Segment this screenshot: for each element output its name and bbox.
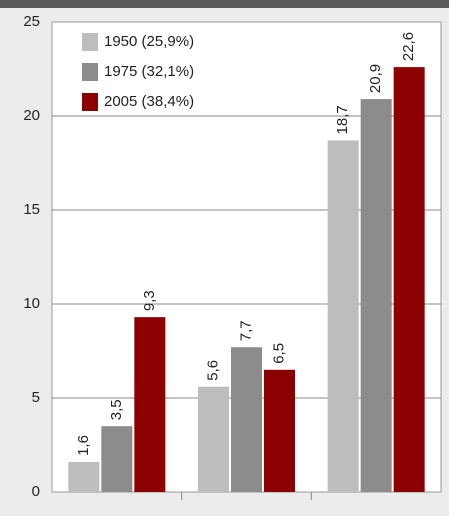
data-label: 20,9 [367, 64, 384, 93]
header-strip [0, 0, 449, 8]
legend-swatch [82, 93, 98, 111]
y-tick-label: 5 [32, 389, 40, 406]
data-label: 3,5 [108, 399, 125, 420]
data-label: 9,3 [141, 290, 158, 311]
y-tick-label: 20 [23, 107, 40, 124]
data-label: 6,5 [270, 343, 287, 364]
y-tick-label: 0 [32, 483, 40, 500]
bar [327, 140, 359, 492]
data-label: 7,7 [237, 320, 254, 341]
bar [68, 461, 100, 492]
bar [101, 426, 133, 492]
data-label: 1,6 [75, 435, 92, 456]
bar [264, 369, 295, 492]
bar [231, 347, 262, 492]
legend-label: 1950 (25,9%) [104, 33, 194, 50]
bar [393, 67, 425, 493]
y-tick-label: 10 [23, 295, 40, 312]
bar [198, 386, 229, 492]
y-tick-label: 25 [23, 13, 40, 30]
y-tick-label: 15 [23, 201, 40, 218]
data-label: 18,7 [334, 105, 351, 134]
legend-swatch [82, 33, 98, 51]
bar [360, 99, 392, 492]
data-label: 5,6 [204, 360, 221, 381]
legend-label: 2005 (38,4%) [104, 93, 194, 110]
legend-swatch [82, 63, 98, 81]
bar [134, 317, 166, 492]
data-label: 22,6 [400, 32, 417, 61]
legend-label: 1975 (32,1%) [104, 63, 194, 80]
